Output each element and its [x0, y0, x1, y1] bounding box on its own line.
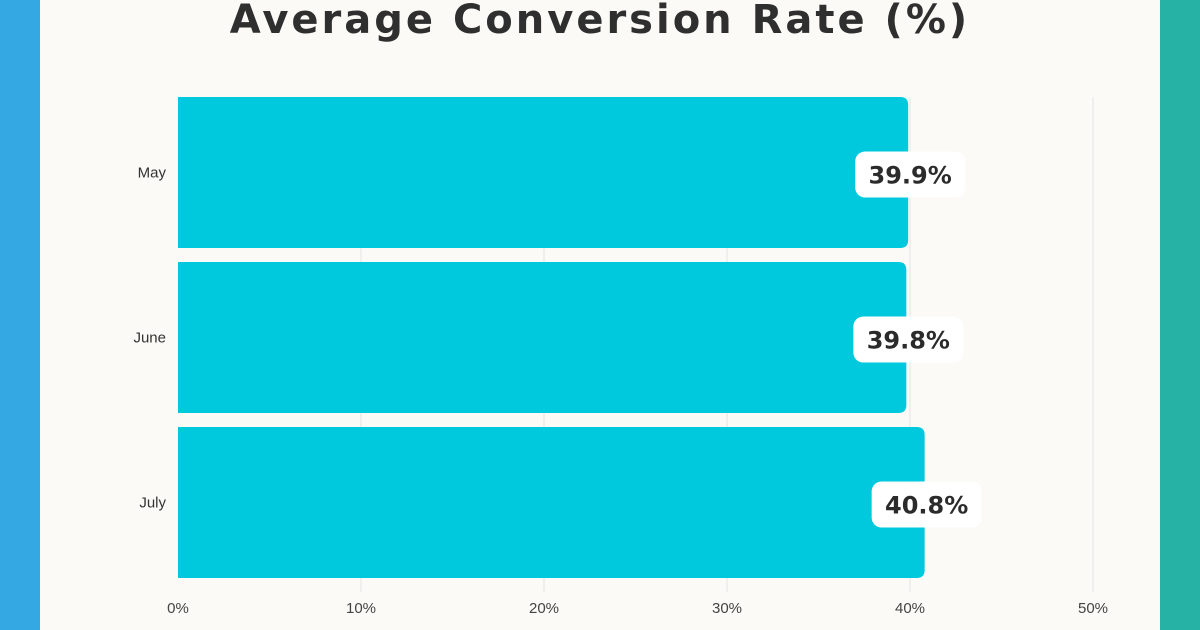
bar-may: [178, 97, 909, 248]
x-tick-label: 20%: [529, 600, 559, 617]
value-label-box: [871, 481, 982, 528]
bars: [178, 97, 925, 578]
x-tick-label: 0%: [167, 600, 189, 617]
value-label: 39.8%: [867, 327, 950, 355]
right-accent-band: [1160, 0, 1200, 630]
value-label-box: [855, 151, 966, 198]
x-axis-ticks: 0% 10% 20% 30% 40% 50%: [167, 600, 1108, 617]
chart-title: Average Conversion Rate (%): [229, 0, 971, 43]
category-label: May: [138, 165, 167, 182]
x-tick-label: 10%: [346, 600, 376, 617]
category-label: July: [139, 495, 166, 512]
category-label: June: [133, 330, 166, 347]
left-accent-band: [0, 0, 40, 630]
value-label: 40.8%: [885, 492, 968, 520]
x-tick-label: 30%: [712, 600, 742, 617]
value-label-box: [853, 316, 964, 363]
bar-june: [178, 262, 907, 413]
x-tick-label: 40%: [895, 600, 925, 617]
bar-july: [178, 427, 925, 578]
value-label: 39.9%: [869, 162, 952, 190]
x-tick-label: 50%: [1078, 600, 1108, 617]
value-labels: 39.9% 39.8% 40.8%: [853, 151, 982, 528]
category-labels: May June July: [133, 165, 166, 512]
